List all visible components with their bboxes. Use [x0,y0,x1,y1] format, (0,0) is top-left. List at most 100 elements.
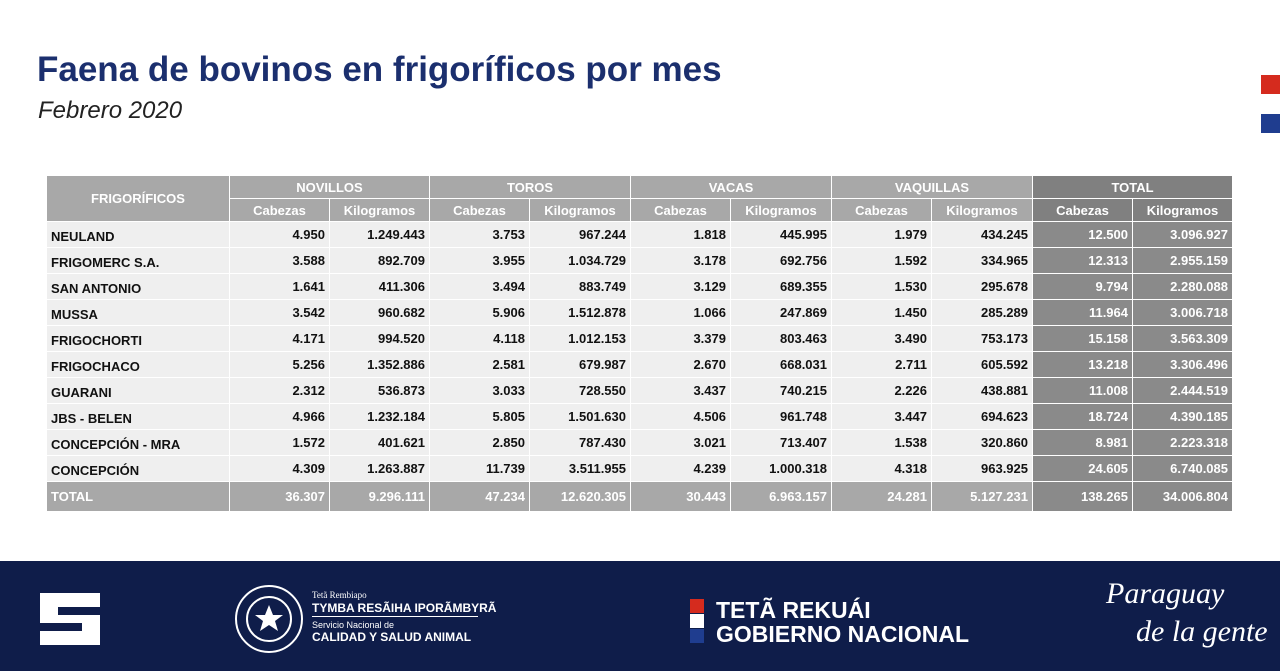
sub-header: Kilogramos [529,198,631,222]
table-row: JBS - BELEN 4.966 1.232.184 5.805 1.501.630 4… [46,403,1233,430]
sub-header: Kilogramos [329,198,430,222]
title: Faena de bovinos en frigoríficos por mes [37,50,722,89]
cell: 5.906 [429,299,530,326]
cell: 1.572 [229,429,330,456]
cell: 4.171 [229,325,330,352]
cell: 1.450 [831,299,932,326]
brand-line1: Paraguay [1106,577,1225,610]
total-cell: 138.265 [1032,481,1133,512]
senacsa-big: TYMBA RESÃIHA IPORÃMBYRÃ [312,601,497,615]
cell: 3.588 [229,247,330,274]
cell: 1.979 [831,221,932,248]
cell: 605.592 [931,351,1033,378]
total-cell: 12.620.305 [529,481,631,512]
row-label: JBS - BELEN [46,403,230,430]
total-cell: 47.234 [429,481,530,512]
cell: 753.173 [931,325,1033,352]
cell: 3.511.955 [529,455,631,482]
cell: 3.563.309 [1132,325,1233,352]
cell: 5.805 [429,403,530,430]
cell: 3.096.927 [1132,221,1233,248]
cell: 3.753 [429,221,530,248]
cell: 960.682 [329,299,430,326]
total-cell: 36.307 [229,481,330,512]
cell: 3.306.496 [1132,351,1233,378]
cell: 1.501.630 [529,403,631,430]
subtitle: Febrero 2020 [38,97,183,124]
cell: 1.818 [630,221,731,248]
rule [312,616,478,617]
cell: 892.709 [329,247,430,274]
cell: 2.670 [630,351,731,378]
cell: 4.239 [630,455,731,482]
cell: 6.740.085 [1132,455,1233,482]
total-cell: 5.127.231 [931,481,1033,512]
cell: 994.520 [329,325,430,352]
cell: 4.390.185 [1132,403,1233,430]
total-label: TOTAL [46,481,230,512]
row-label: FRIGOCHACO [46,351,230,378]
cell: 334.965 [931,247,1033,274]
cell: 2.955.159 [1132,247,1233,274]
table-row: CONCEPCIÓN 4.309 1.263.887 11.739 3.511.955 4… [46,455,1233,482]
cell: 3.542 [229,299,330,326]
cell: 967.244 [529,221,631,248]
brand-line2: de la gente [1136,615,1268,648]
cell: 5.256 [229,351,330,378]
cell: 320.860 [931,429,1033,456]
gov-line2: GOBIERNO NACIONAL [716,621,969,647]
cell: 4.318 [831,455,932,482]
total-cell: 6.963.157 [730,481,832,512]
cell: 3.006.718 [1132,299,1233,326]
row-label: MUSSA [46,299,230,326]
total-cell: 30.443 [630,481,731,512]
seal [235,585,303,653]
cell: 3.490 [831,325,932,352]
cell: 3.178 [630,247,731,274]
cell: 3.379 [630,325,731,352]
cell: 2.223.318 [1132,429,1233,456]
cell: 3.494 [429,273,530,300]
cell: 787.430 [529,429,631,456]
cell: 668.031 [730,351,832,378]
cell: 13.218 [1032,351,1133,378]
cell: 3.955 [429,247,530,274]
cell: 12.313 [1032,247,1133,274]
cell: 2.581 [429,351,530,378]
group-header: VAQUILLAS [831,175,1033,199]
row-label: CONCEPCIÓN [46,455,230,482]
total-cell: 9.296.111 [329,481,430,512]
cell: 247.869 [730,299,832,326]
cell: 12.500 [1032,221,1133,248]
table-row: FRIGOCHORTI 4.171 994.520 4.118 1.012.153 3.3… [46,325,1233,352]
senacsa-small: Tetã Rembiapo [312,590,367,600]
cell: 1.530 [831,273,932,300]
cell: 15.158 [1032,325,1133,352]
cell: 11.964 [1032,299,1133,326]
cell: 1.263.887 [329,455,430,482]
corner-header: FRIGORÍFICOS [46,175,230,222]
row-label: FRIGOCHORTI [46,325,230,352]
cell: 694.623 [931,403,1033,430]
cell: 740.215 [730,377,832,404]
group-header: TOTAL [1032,175,1233,199]
cell: 8.981 [1032,429,1133,456]
footer: Tetã Rembiapo TYMBA RESÃIHA IPORÃMBYRÃ S… [0,561,1280,671]
cell: 803.463 [730,325,832,352]
cell: 3.447 [831,403,932,430]
sub-header: Cabezas [1032,198,1133,222]
cell: 3.437 [630,377,731,404]
cell: 1.066 [630,299,731,326]
table-row: NEULAND 4.950 1.249.443 3.753 967.244 1.818 44… [46,221,1233,248]
cell: 4.309 [229,455,330,482]
cell: 1.512.878 [529,299,631,326]
group-header: VACAS [630,175,832,199]
cell: 1.352.886 [329,351,430,378]
cell: 1.034.729 [529,247,631,274]
sub-header: Cabezas [229,198,330,222]
cell: 3.021 [630,429,731,456]
table-row: FRIGORÍFICOS NOVILLOS TOROS VACAS VAQUILLAS T… [46,175,1233,222]
cell: 4.966 [229,403,330,430]
gov-flag [690,599,704,643]
cell: 1.249.443 [329,221,430,248]
